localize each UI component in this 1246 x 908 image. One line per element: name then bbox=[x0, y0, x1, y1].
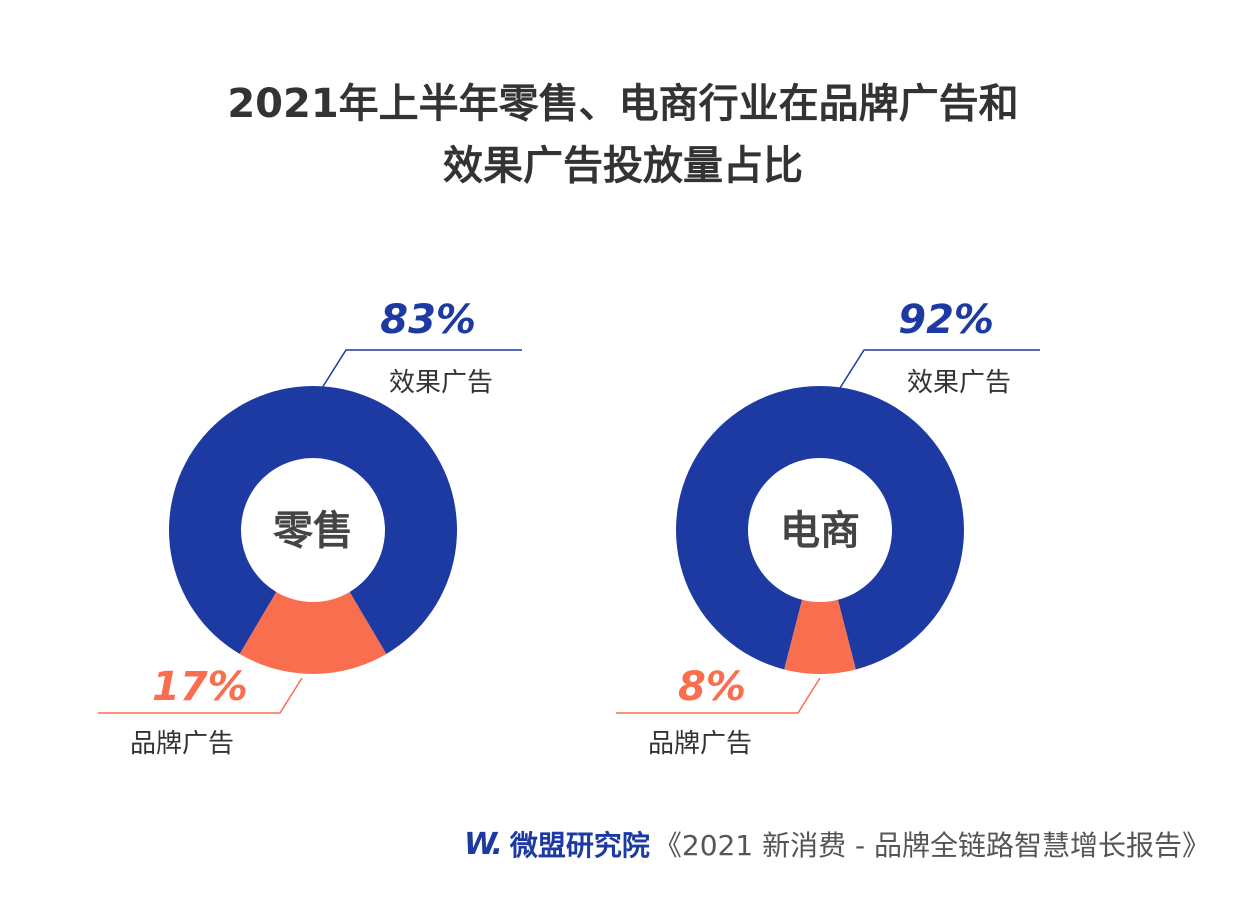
effect-ad-value-label: 83% bbox=[380, 297, 476, 343]
brand-ad-name-label: 品牌广告 bbox=[130, 729, 234, 759]
chart-title-line-2: 效果广告投放量占比 bbox=[443, 143, 803, 189]
brand-ad-slice bbox=[784, 599, 856, 674]
effect-ad-leader-line bbox=[839, 349, 1040, 389]
footer: W. 微盟研究院 《2021 新消费 - 品牌全链路智慧增长报告》 bbox=[464, 822, 1210, 866]
brand-ad-name-label: 品牌广告 bbox=[648, 729, 752, 759]
donut-center-label: 电商 bbox=[780, 508, 860, 554]
donut-center-label: 零售 bbox=[273, 508, 353, 554]
effect-ad-leader-line bbox=[321, 349, 522, 389]
brand-ad-leader-line bbox=[616, 677, 821, 714]
report-source: 《2021 新消费 - 品牌全链路智慧增长报告》 bbox=[653, 829, 1210, 862]
chart-title-line-1: 2021年上半年零售、电商行业在品牌广告和 bbox=[227, 81, 1019, 127]
brand-ad-leader-line bbox=[98, 677, 303, 714]
effect-ad-slice bbox=[676, 386, 964, 670]
brand-ad-value-label: 17% bbox=[152, 664, 248, 710]
effect-ad-name-label: 效果广告 bbox=[389, 368, 493, 398]
effect-ad-slice bbox=[169, 385, 457, 654]
effect-ad-value-label: 92% bbox=[898, 297, 994, 343]
effect-ad-name-label: 效果广告 bbox=[907, 368, 1011, 398]
brand-ad-slice bbox=[239, 591, 387, 674]
brand-logo-icon: W. bbox=[464, 826, 503, 862]
brand-ad-value-label: 8% bbox=[678, 664, 746, 710]
brand-name: 微盟研究院 bbox=[509, 829, 650, 862]
